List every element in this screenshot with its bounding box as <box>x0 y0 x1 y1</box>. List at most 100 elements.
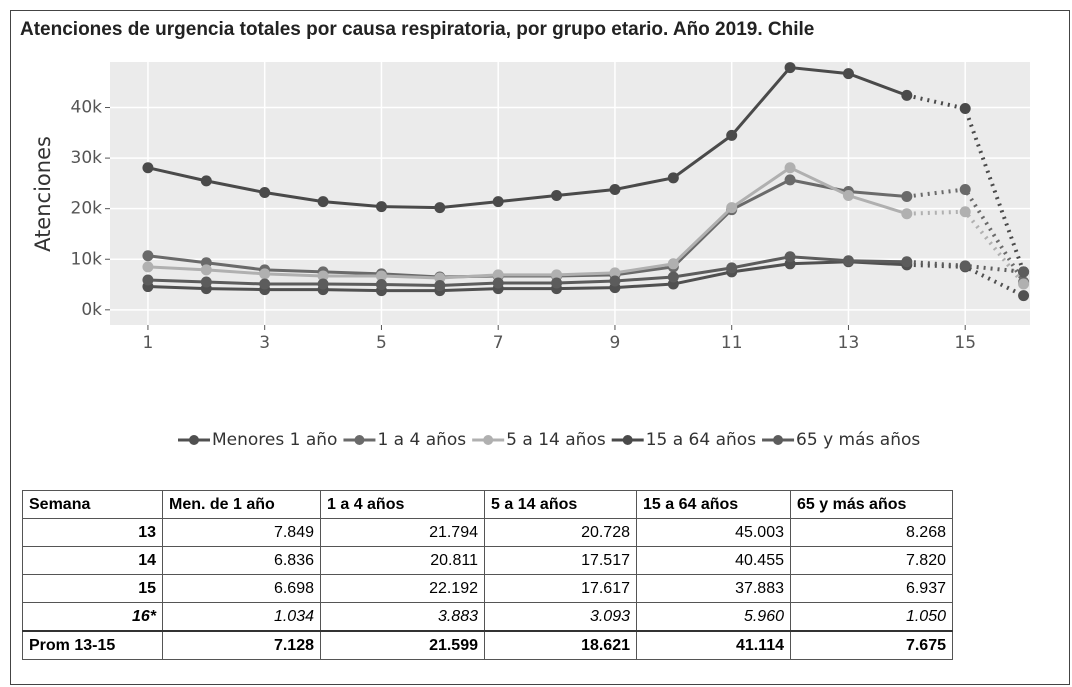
point <box>1018 266 1030 278</box>
table-cell: 20.811 <box>320 546 485 575</box>
point <box>551 269 563 281</box>
point <box>492 269 504 281</box>
point <box>317 278 329 290</box>
point <box>784 62 796 74</box>
table-cell: 45.003 <box>636 518 791 547</box>
series-line <box>147 165 908 280</box>
table-cell: 5.960 <box>636 602 791 632</box>
legend-label: 1 a 4 años <box>377 430 466 450</box>
point <box>317 196 329 208</box>
table-row: 14 6.836 20.811 17.517 40.455 7.820 <box>22 546 953 575</box>
x-tick-label: 13 <box>838 333 860 353</box>
point <box>492 196 504 208</box>
table-cell: 7.820 <box>790 546 953 575</box>
point <box>609 267 621 279</box>
header-cell: Semana <box>22 490 163 519</box>
point <box>959 260 971 272</box>
point <box>901 256 913 268</box>
point <box>551 190 563 202</box>
table-cell: 21.599 <box>320 630 485 660</box>
point <box>667 271 679 283</box>
point <box>200 276 212 288</box>
table-row: Prom 13-15 7.128 21.599 18.621 41.114 7.675 <box>22 630 953 660</box>
table-cell: 7.128 <box>162 630 321 660</box>
table-cell: 8.268 <box>790 518 953 547</box>
table-cell: 1.050 <box>790 602 953 632</box>
table-cell: 37.883 <box>636 574 791 603</box>
y-tick-label: 10k <box>71 249 103 269</box>
x-tick-label: 1 <box>143 333 154 353</box>
legend-label: 65 y más años <box>796 430 920 450</box>
series-line <box>147 65 908 210</box>
point <box>259 186 271 198</box>
chart-title: Atenciones de urgencia totales por causa… <box>20 19 814 40</box>
series-line-dotted <box>906 209 1026 286</box>
table-cell: 6.836 <box>162 546 321 575</box>
point <box>551 277 563 289</box>
point <box>1018 290 1030 302</box>
legend-label: Menores 1 año <box>212 430 337 450</box>
y-tick-label: 40k <box>71 98 103 118</box>
table-cell: 7.675 <box>790 630 953 660</box>
point <box>901 191 913 203</box>
chart: Atenciones de urgencia totales por causa… <box>20 19 1030 450</box>
table-cell: 6.937 <box>790 574 953 603</box>
series-line-dotted <box>906 93 1026 273</box>
table-cell: 7.849 <box>162 518 321 547</box>
point <box>901 208 913 220</box>
table-cell: 17.617 <box>484 574 637 603</box>
x-tick-label: 3 <box>259 333 270 353</box>
point <box>492 277 504 289</box>
point <box>667 258 679 270</box>
table-cell: 40.455 <box>636 546 791 575</box>
legend-swatch-point <box>622 435 633 445</box>
legend-swatch-point <box>483 435 494 445</box>
frame <box>10 10 1070 685</box>
point <box>434 280 446 292</box>
point <box>726 202 738 214</box>
point <box>434 202 446 214</box>
point <box>200 175 212 187</box>
header-cell: 15 a 64 años <box>636 490 791 519</box>
point <box>667 172 679 184</box>
x-tick-label: 9 <box>610 333 621 353</box>
y-tick-label: 0k <box>81 300 102 320</box>
header-cell: 65 y más años <box>790 490 953 519</box>
header-cell: 5 a 14 años <box>484 490 637 519</box>
table-row: 15 6.698 22.192 17.617 37.883 6.937 <box>22 574 953 603</box>
point <box>726 262 738 274</box>
data-table: Semana Men. de 1 año 1 a 4 años 5 a 14 años… <box>22 490 953 660</box>
y-axis-label: Atenciones <box>31 136 55 252</box>
x-tick-label: 15 <box>954 333 976 353</box>
point <box>259 278 271 290</box>
legend-swatch-point <box>189 435 199 445</box>
legend-swatch-point <box>354 435 365 445</box>
point <box>142 162 154 174</box>
point <box>959 206 971 218</box>
table-cell: 3.883 <box>320 602 485 632</box>
series-line <box>147 260 907 293</box>
table-header: Semana Men. de 1 año 1 a 4 años 5 a 14 años… <box>22 490 953 519</box>
point <box>142 261 154 273</box>
point <box>784 174 796 186</box>
table-cell: 21.794 <box>320 518 485 547</box>
header-cell: Men. de 1 año <box>162 490 321 519</box>
point <box>142 250 154 262</box>
table-cell: 1.034 <box>162 602 321 632</box>
table-cell: 15 <box>22 574 163 603</box>
point <box>317 270 329 282</box>
point <box>842 68 854 80</box>
point <box>259 268 271 280</box>
series-line <box>147 255 907 288</box>
point <box>726 129 738 141</box>
table-cell: 20.728 <box>484 518 637 547</box>
table-cell: 18.621 <box>484 630 637 660</box>
point <box>784 162 796 174</box>
y-tick-label: 30k <box>71 148 103 168</box>
point <box>375 201 387 213</box>
table-row: 16* 1.034 3.883 3.093 5.960 1.050 <box>22 602 953 632</box>
point <box>784 251 796 263</box>
point <box>959 183 971 195</box>
point <box>1018 278 1030 290</box>
